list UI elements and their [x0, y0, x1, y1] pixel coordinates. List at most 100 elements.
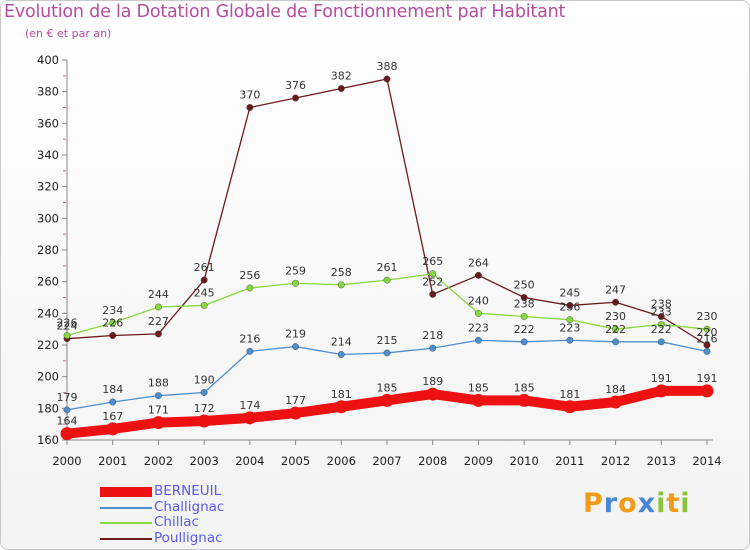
data-label-challignac: 188	[148, 377, 169, 390]
data-label-poullignac: 245	[559, 286, 580, 299]
data-point-berneuil	[197, 414, 211, 428]
legend-label: Chillac	[154, 514, 199, 530]
data-point-challignac	[63, 406, 71, 414]
data-point-poullignac	[657, 313, 665, 320]
data-point-berneuil	[609, 395, 623, 409]
data-point-chillac	[63, 332, 71, 339]
data-point-chillac	[566, 316, 574, 324]
x-tick-label: 2001	[98, 454, 127, 468]
y-tick-label: 340	[37, 148, 59, 162]
data-label-poullignac: 226	[102, 317, 123, 330]
data-point-berneuil	[151, 416, 165, 430]
x-tick-label: 2009	[464, 454, 493, 468]
data-point-berneuil	[471, 393, 485, 407]
data-point-chillac	[155, 303, 162, 311]
data-point-poullignac	[292, 94, 299, 102]
series-line-poullignac	[66, 78, 708, 346]
data-label-challignac: 223	[468, 321, 489, 334]
x-tick-label: 2011	[555, 454, 584, 468]
data-point-poullignac	[566, 302, 574, 309]
x-tick-label: 2005	[281, 454, 310, 468]
data-point-berneuil	[289, 406, 303, 420]
data-label-challignac: 219	[285, 328, 306, 341]
data-label-challignac: 215	[377, 334, 398, 347]
x-tick-label: 2000	[52, 454, 81, 468]
chart-title: Evolution de la Dotation Globale de Fonc…	[4, 2, 566, 22]
data-label-chillac: 236	[559, 301, 580, 314]
data-point-poullignac	[612, 298, 619, 306]
data-point-challignac	[337, 351, 345, 358]
data-label-berneuil: 189	[422, 375, 443, 388]
data-label-poullignac: 227	[148, 315, 169, 328]
data-label-berneuil: 171	[148, 404, 169, 417]
data-point-berneuil	[563, 400, 577, 414]
x-tick-label: 2008	[418, 454, 447, 468]
data-point-berneuil	[426, 387, 440, 401]
data-point-chillac	[612, 325, 619, 333]
data-point-challignac	[657, 338, 665, 346]
data-label-berneuil: 177	[285, 394, 306, 407]
logo-letter: x	[637, 488, 657, 519]
data-label-poullignac: 224	[57, 320, 78, 333]
data-point-chillac	[657, 321, 665, 328]
y-tick-label: 400	[37, 53, 59, 67]
x-tick-label: 2010	[510, 454, 539, 468]
data-label-poullignac: 376	[285, 79, 306, 92]
data-label-poullignac: 250	[514, 279, 535, 292]
data-point-chillac	[246, 284, 254, 292]
x-tick-label: 2004	[235, 454, 264, 468]
data-point-challignac	[155, 392, 162, 400]
data-point-poullignac	[520, 294, 528, 301]
axes: 160 180 200 220 240 260 280 300 320 340 360 380 400 2…	[37, 53, 722, 468]
data-point-berneuil	[106, 422, 120, 436]
data-point-challignac	[703, 347, 711, 355]
data-label-poullignac: 247	[605, 283, 626, 296]
data-point-berneuil	[700, 384, 714, 398]
data-label-challignac: 179	[57, 391, 78, 404]
data-point-chillac	[520, 313, 528, 320]
data-point-poullignac	[429, 290, 437, 298]
data-point-poullignac	[155, 330, 162, 338]
data-point-chillac	[200, 302, 208, 309]
data-point-poullignac	[109, 332, 117, 339]
data-point-chillac	[109, 319, 117, 327]
y-tick-label: 260	[37, 275, 59, 289]
data-label-berneuil: 172	[194, 402, 215, 415]
data-point-poullignac	[246, 104, 254, 111]
data-point-chillac	[337, 281, 345, 289]
data-label-poullignac: 220	[697, 326, 718, 339]
data-label-chillac: 256	[239, 269, 260, 282]
data-point-challignac	[520, 338, 528, 346]
legend-item-poullignac: Poullignac	[100, 529, 300, 546]
data-label-chillac: 233	[651, 305, 672, 318]
data-point-berneuil	[60, 427, 74, 441]
data-label-challignac: 222	[514, 323, 535, 336]
legend-item-challignac: Challignac	[100, 498, 300, 515]
data-label-berneuil: 191	[651, 372, 672, 385]
data-label-challignac: 222	[605, 323, 626, 336]
data-label-poullignac: 382	[331, 70, 352, 83]
data-point-berneuil	[334, 400, 348, 414]
data-point-berneuil	[380, 393, 394, 407]
data-label-chillac: 230	[697, 310, 718, 323]
y-tick-label: 180	[37, 401, 59, 415]
legend-label: Poullignac	[154, 529, 223, 546]
data-label-chillac: 261	[377, 261, 398, 274]
chart-subtitle: (en € et par an)	[25, 27, 112, 40]
x-tick-label: 2003	[190, 454, 219, 468]
data-label-berneuil: 185	[377, 381, 398, 394]
y-tick-label: 320	[37, 180, 59, 194]
legend-label: BERNEUIL	[154, 483, 222, 499]
legend-label: Challignac	[154, 498, 225, 515]
data-label-berneuil: 185	[468, 381, 489, 394]
data-point-poullignac	[475, 271, 482, 279]
data-label-chillac: 240	[468, 294, 489, 307]
data-label-chillac: 234	[102, 304, 123, 317]
data-label-berneuil: 167	[102, 410, 123, 423]
legend-item-chillac: Chillac	[100, 515, 300, 530]
data-label-berneuil: 164	[57, 415, 78, 428]
proxiti-logo: Proxiti	[583, 488, 691, 519]
x-tick-label: 2012	[601, 454, 630, 468]
data-label-chillac: 244	[148, 288, 169, 301]
